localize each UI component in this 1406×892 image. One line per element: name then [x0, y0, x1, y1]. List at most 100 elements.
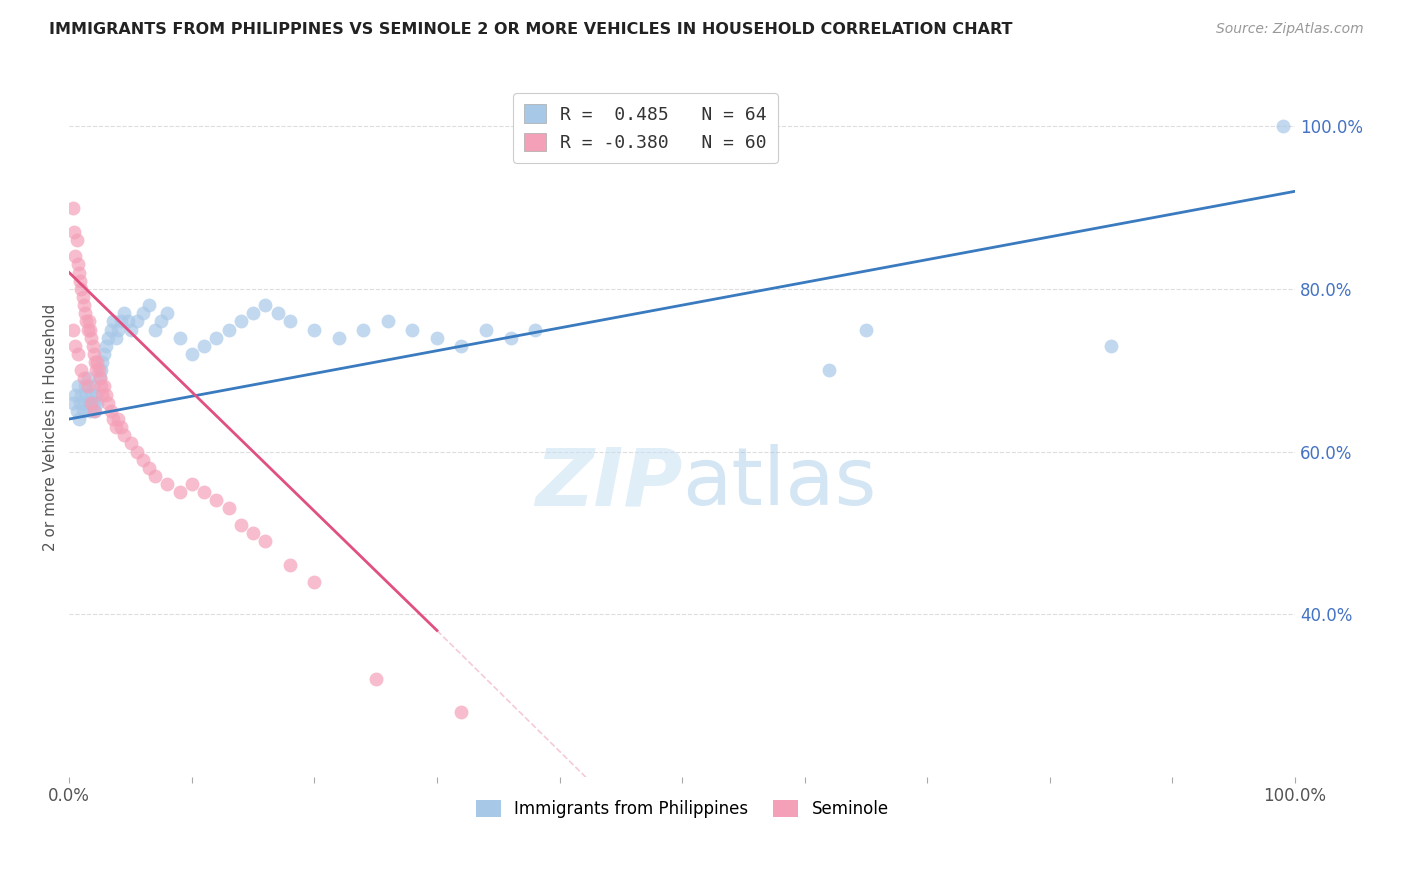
Point [79, 404, 101, 418]
Point [72, 290, 94, 304]
Point [62, 201, 84, 215]
Point [278, 314, 301, 328]
Point [475, 322, 498, 336]
Point [65, 233, 87, 247]
Point [73, 396, 96, 410]
Point [67, 266, 90, 280]
Point [75, 379, 97, 393]
Point [304, 574, 326, 589]
Point [75, 306, 97, 320]
Point [84, 404, 107, 418]
Point [112, 306, 135, 320]
Point [62, 322, 84, 336]
Point [138, 460, 160, 475]
Point [100, 404, 122, 418]
Point [120, 436, 142, 450]
Point [1099, 339, 1122, 353]
Point [132, 306, 155, 320]
Point [83, 347, 105, 361]
Point [104, 331, 127, 345]
Point [94, 387, 117, 401]
Point [818, 363, 841, 377]
Point [242, 525, 264, 540]
Point [75, 314, 97, 328]
Point [266, 306, 288, 320]
Point [117, 314, 139, 328]
Point [132, 452, 155, 467]
Point [150, 314, 173, 328]
Point [138, 298, 160, 312]
Point [94, 339, 117, 353]
Point [143, 469, 166, 483]
Point [69, 396, 91, 410]
Point [229, 517, 252, 532]
Point [79, 322, 101, 336]
Point [66, 379, 89, 393]
Point [87, 363, 110, 377]
Point [193, 339, 215, 353]
Legend: Immigrants from Philippines, Seminole: Immigrants from Philippines, Seminole [470, 793, 896, 824]
Point [103, 314, 125, 328]
Point [103, 412, 125, 426]
Point [84, 355, 107, 369]
Point [70, 363, 93, 377]
Point [86, 396, 108, 410]
Point [304, 322, 326, 336]
Point [72, 404, 94, 418]
Point [450, 339, 472, 353]
Point [80, 331, 103, 345]
Point [91, 387, 114, 401]
Point [66, 347, 89, 361]
Point [193, 485, 215, 500]
Point [82, 379, 104, 393]
Point [278, 558, 301, 573]
Point [156, 306, 179, 320]
Point [218, 501, 240, 516]
Point [90, 379, 112, 393]
Point [169, 331, 191, 345]
Point [328, 331, 350, 345]
Point [254, 298, 277, 312]
Point [110, 314, 132, 328]
Point [93, 379, 115, 393]
Point [499, 331, 522, 345]
Point [169, 485, 191, 500]
Text: Source: ZipAtlas.com: Source: ZipAtlas.com [1216, 22, 1364, 37]
Point [97, 331, 120, 345]
Point [180, 477, 202, 491]
Point [107, 322, 129, 336]
Point [73, 371, 96, 385]
Point [65, 339, 87, 353]
Point [86, 355, 108, 369]
Point [450, 705, 472, 719]
Point [143, 322, 166, 336]
Point [93, 347, 115, 361]
Point [82, 339, 104, 353]
Point [89, 371, 111, 385]
Point [1271, 120, 1294, 134]
Point [70, 282, 93, 296]
Point [229, 314, 252, 328]
Point [364, 673, 387, 687]
Point [401, 322, 423, 336]
Point [120, 322, 142, 336]
Point [77, 314, 100, 328]
Point [91, 355, 114, 369]
Point [84, 363, 107, 377]
Point [65, 387, 87, 401]
Point [855, 322, 877, 336]
Point [76, 322, 98, 336]
Point [97, 396, 120, 410]
Point [377, 314, 399, 328]
Point [77, 396, 100, 410]
Point [426, 331, 449, 345]
Point [80, 396, 103, 410]
Point [66, 258, 89, 272]
Point [205, 493, 228, 508]
Point [80, 387, 103, 401]
Y-axis label: 2 or more Vehicles in Household: 2 or more Vehicles in Household [44, 303, 58, 550]
Point [76, 379, 98, 393]
Point [524, 322, 547, 336]
Point [76, 371, 98, 385]
Point [73, 298, 96, 312]
